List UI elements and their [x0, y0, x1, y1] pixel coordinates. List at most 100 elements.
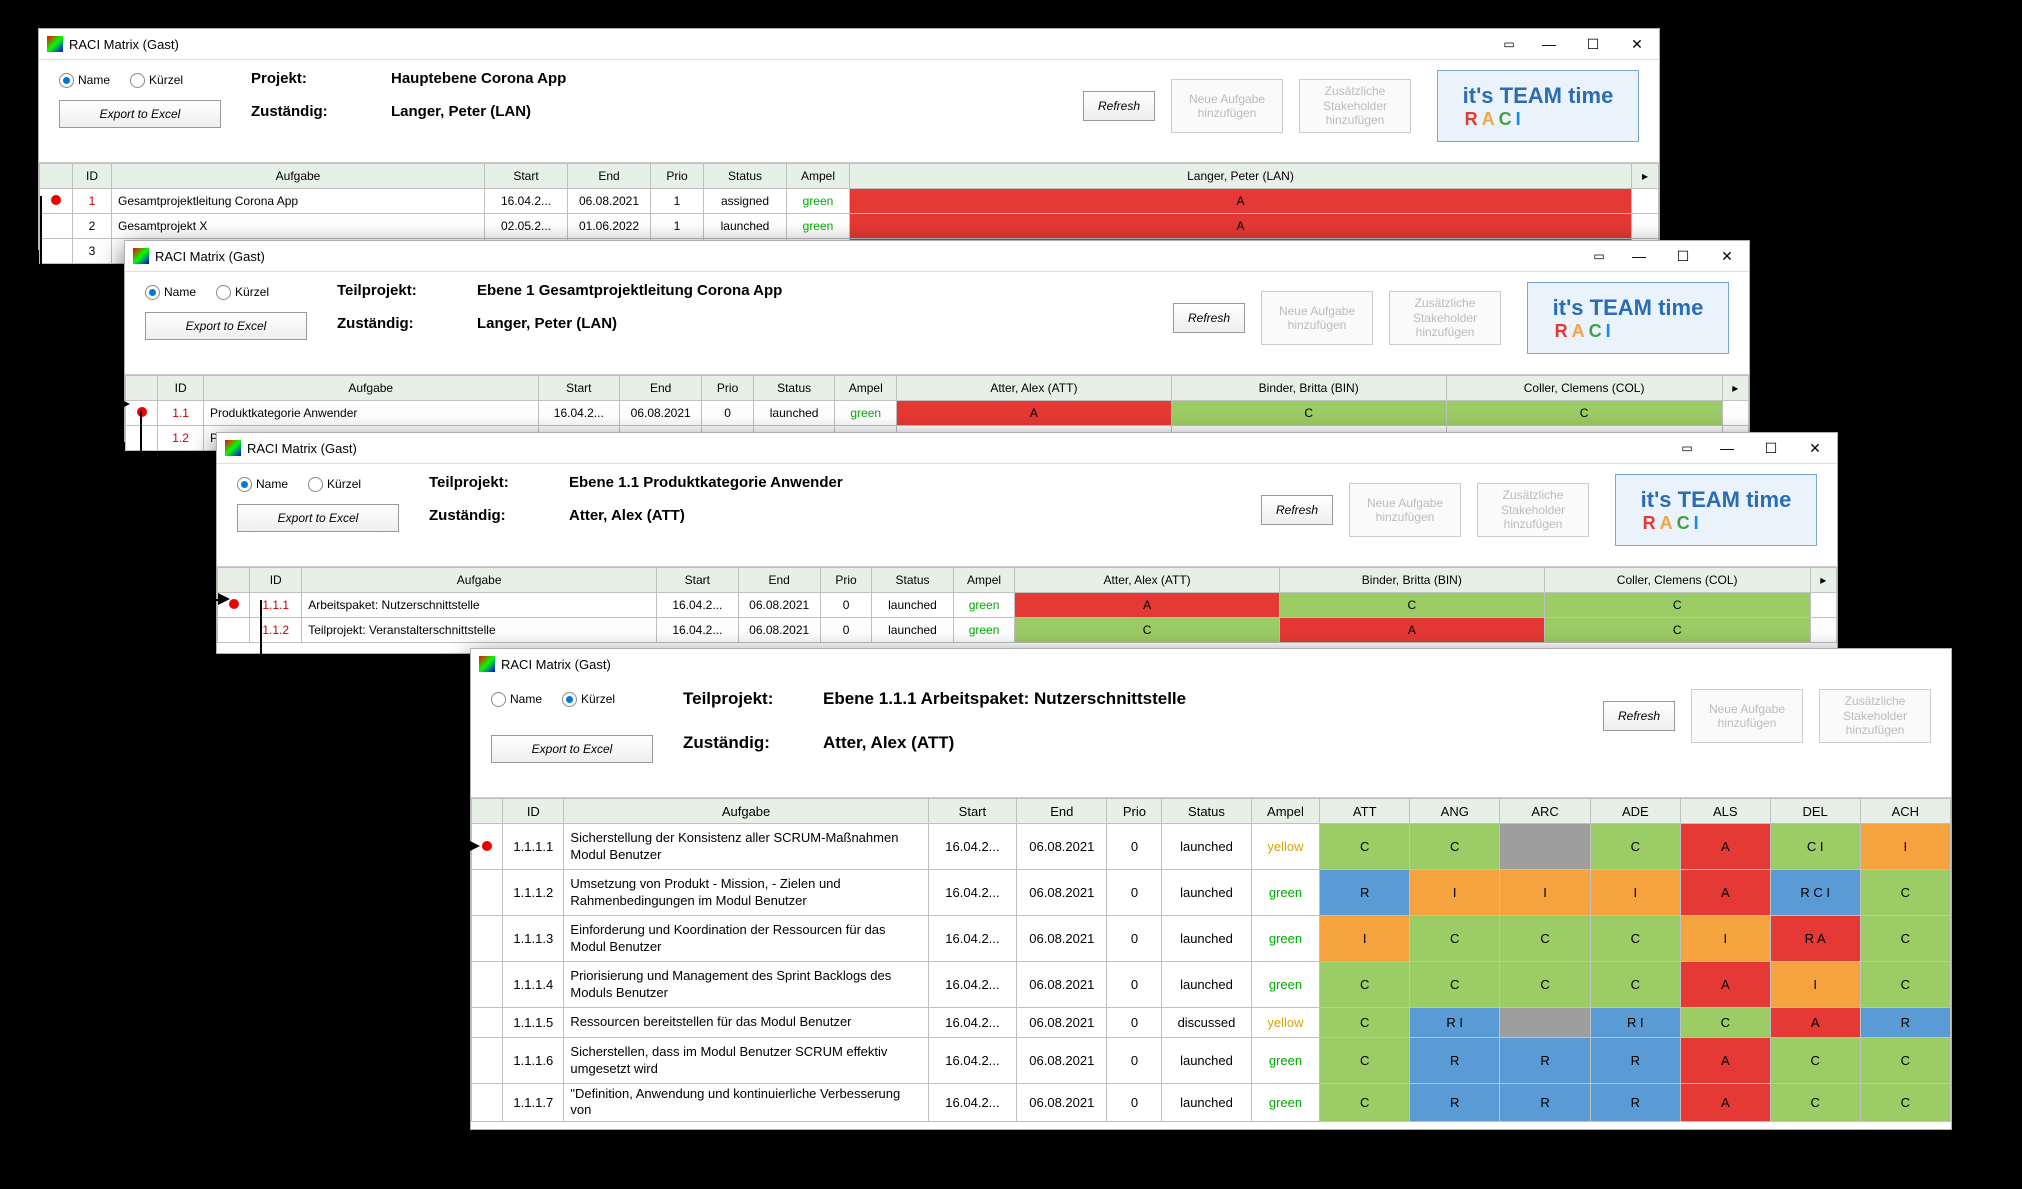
col-start[interactable]: Start — [485, 164, 568, 189]
col-id[interactable]: ID — [250, 568, 302, 593]
col-stakeholder[interactable]: Coller, Clemens (COL) — [1446, 376, 1722, 401]
close-button[interactable]: ✕ — [1793, 433, 1837, 463]
teilprojekt-value: Ebene 1 Gesamtprojektleitung Corona App — [477, 282, 782, 299]
export-button[interactable]: Export to Excel — [491, 735, 653, 763]
col-ampel[interactable]: Ampel — [787, 164, 850, 189]
col-stakeholder[interactable]: ARC — [1500, 799, 1590, 824]
export-button[interactable]: Export to Excel — [237, 504, 399, 532]
radio-name[interactable]: Name — [491, 692, 542, 707]
refresh-button[interactable]: Refresh — [1083, 91, 1155, 121]
refresh-button[interactable]: Refresh — [1261, 495, 1333, 525]
col-end[interactable]: End — [738, 568, 820, 593]
col-stakeholder[interactable]: ATT — [1320, 799, 1410, 824]
new-task-button[interactable]: Neue Aufgabe hinzufügen — [1261, 291, 1373, 345]
col-start[interactable]: Start — [657, 568, 738, 593]
col-status[interactable]: Status — [1162, 799, 1251, 824]
radio-name[interactable]: Name — [145, 285, 196, 300]
col-stakeholder[interactable]: DEL — [1770, 799, 1860, 824]
col-ampel[interactable]: Ampel — [835, 376, 897, 401]
col-id[interactable]: ID — [158, 376, 204, 401]
col-prio[interactable]: Prio — [1107, 799, 1162, 824]
table-row[interactable]: 1.1.1.5 Ressourcen bereitstellen für das… — [472, 1008, 1951, 1038]
teilprojekt-label: Teilprojekt: — [429, 474, 539, 491]
table-row[interactable]: 1.1.1.3 Einforderung und Koordination de… — [472, 916, 1951, 962]
table-row[interactable]: 1.1 Produktkategorie Anwender 16.04.2...… — [126, 401, 1749, 426]
table-row[interactable]: 1.1.1.2 Umsetzung von Produkt - Mission,… — [472, 870, 1951, 916]
radio-name[interactable]: Name — [237, 477, 288, 492]
col-stakeholder[interactable]: Binder, Britta (BIN) — [1171, 376, 1446, 401]
new-stakeholder-button[interactable]: Zusätzliche Stakeholder hinzufügen — [1389, 291, 1501, 345]
table-row[interactable]: 1.1.1.6 Sicherstellen, dass im Modul Ben… — [472, 1038, 1951, 1084]
new-task-button[interactable]: Neue Aufgabe hinzufügen — [1171, 79, 1283, 133]
col-stakeholder[interactable]: Langer, Peter (LAN) — [850, 164, 1632, 189]
col-end[interactable]: End — [568, 164, 651, 189]
col-stakeholder[interactable]: ACH — [1860, 799, 1950, 824]
close-button[interactable]: ✕ — [1615, 29, 1659, 59]
maximize-button[interactable]: ☐ — [1571, 29, 1615, 59]
col-prio[interactable]: Prio — [651, 164, 704, 189]
radio-kuerzel[interactable]: Kürzel — [562, 692, 615, 707]
col-stakeholder[interactable]: ALS — [1680, 799, 1770, 824]
matrix-table[interactable]: ID Aufgabe Start End Prio Status Ampel A… — [471, 798, 1951, 1122]
titlebar[interactable]: RACI Matrix (Gast) ▭ — ☐ ✕ — [217, 433, 1837, 464]
col-stakeholder[interactable]: Atter, Alex (ATT) — [1015, 568, 1279, 593]
table-row[interactable]: 1.1.1.4 Priorisierung und Management des… — [472, 962, 1951, 1008]
titlebar[interactable]: RACI Matrix (Gast) ▭ — ☐ ✕ — [39, 29, 1659, 60]
col-ampel[interactable]: Ampel — [1251, 799, 1320, 824]
table-row[interactable]: 1.1.1 Arbeitspaket: Nutzerschnittstelle … — [218, 593, 1837, 618]
new-stakeholder-button[interactable]: Zusätzliche Stakeholder hinzufügen — [1299, 79, 1411, 133]
col-status[interactable]: Status — [753, 376, 834, 401]
col-aufgabe[interactable]: Aufgabe — [302, 568, 657, 593]
col-stakeholder[interactable]: Atter, Alex (ATT) — [897, 376, 1172, 401]
col-start[interactable]: Start — [538, 376, 620, 401]
col-status[interactable]: Status — [704, 164, 787, 189]
window-2: RACI Matrix (Gast) ▭ — ☐ ✕ Name Kürzel E… — [124, 240, 1750, 442]
export-button[interactable]: Export to Excel — [145, 312, 307, 340]
refresh-button[interactable]: Refresh — [1603, 701, 1675, 731]
titlebar[interactable]: RACI Matrix (Gast) — [471, 649, 1951, 679]
radio-name[interactable]: Name — [59, 73, 110, 88]
col-end[interactable]: End — [1017, 799, 1107, 824]
col-stakeholder[interactable]: Binder, Britta (BIN) — [1279, 568, 1544, 593]
minimize-button[interactable]: — — [1527, 29, 1571, 59]
table-row[interactable]: 1.1.2 Teilprojekt: Veranstalterschnittst… — [218, 618, 1837, 643]
teilprojekt-value: Ebene 1.1.1 Arbeitspaket: Nutzerschnitts… — [823, 689, 1186, 709]
export-button[interactable]: Export to Excel — [59, 100, 221, 128]
col-status[interactable]: Status — [872, 568, 953, 593]
col-aufgabe[interactable]: Aufgabe — [203, 376, 538, 401]
col-prio[interactable]: Prio — [702, 376, 754, 401]
refresh-button[interactable]: Refresh — [1173, 303, 1245, 333]
maximize-button[interactable]: ☐ — [1661, 241, 1705, 271]
table-row[interactable]: 1.1.1.7 "Definition, Anwendung und konti… — [472, 1084, 1951, 1122]
col-ampel[interactable]: Ampel — [953, 568, 1015, 593]
table-row[interactable]: 1.1.1.1 Sicherstellung der Konsistenz al… — [472, 824, 1951, 870]
window-title: RACI Matrix (Gast) — [247, 441, 357, 456]
minimize-button[interactable]: — — [1705, 433, 1749, 463]
col-start[interactable]: Start — [928, 799, 1016, 824]
col-stakeholder[interactable]: Coller, Clemens (COL) — [1544, 568, 1810, 593]
titlebar[interactable]: RACI Matrix (Gast) ▭ — ☐ ✕ — [125, 241, 1749, 272]
maximize-button[interactable]: ☐ — [1749, 433, 1793, 463]
col-prio[interactable]: Prio — [820, 568, 872, 593]
radio-kuerzel[interactable]: Kürzel — [308, 477, 361, 492]
radio-kuerzel[interactable]: Kürzel — [130, 73, 183, 88]
col-stakeholder[interactable]: ADE — [1590, 799, 1680, 824]
col-aufgabe[interactable]: Aufgabe — [112, 164, 485, 189]
battery-icon: ▭ — [1491, 29, 1527, 59]
col-id[interactable]: ID — [503, 799, 564, 824]
col-stakeholder[interactable]: ANG — [1410, 799, 1500, 824]
table-row[interactable]: 2 Gesamtprojekt X 02.05.2...01.06.2022 1… — [40, 214, 1659, 239]
new-stakeholder-button[interactable]: Zusätzliche Stakeholder hinzufügen — [1477, 483, 1589, 537]
col-aufgabe[interactable]: Aufgabe — [564, 799, 928, 824]
new-task-button[interactable]: Neue Aufgabe hinzufügen — [1349, 483, 1461, 537]
new-stakeholder-button[interactable]: Zusätzliche Stakeholder hinzufügen — [1819, 689, 1931, 743]
close-button[interactable]: ✕ — [1705, 241, 1749, 271]
matrix-table[interactable]: ID Aufgabe Start End Prio Status Ampel A… — [217, 567, 1837, 643]
new-task-button[interactable]: Neue Aufgabe hinzufügen — [1691, 689, 1803, 743]
radio-kuerzel-label: Kürzel — [235, 285, 269, 299]
col-end[interactable]: End — [620, 376, 702, 401]
col-id[interactable]: ID — [73, 164, 112, 189]
radio-kuerzel[interactable]: Kürzel — [216, 285, 269, 300]
table-row[interactable]: 1 Gesamtprojektleitung Corona App 16.04.… — [40, 189, 1659, 214]
minimize-button[interactable]: — — [1617, 241, 1661, 271]
